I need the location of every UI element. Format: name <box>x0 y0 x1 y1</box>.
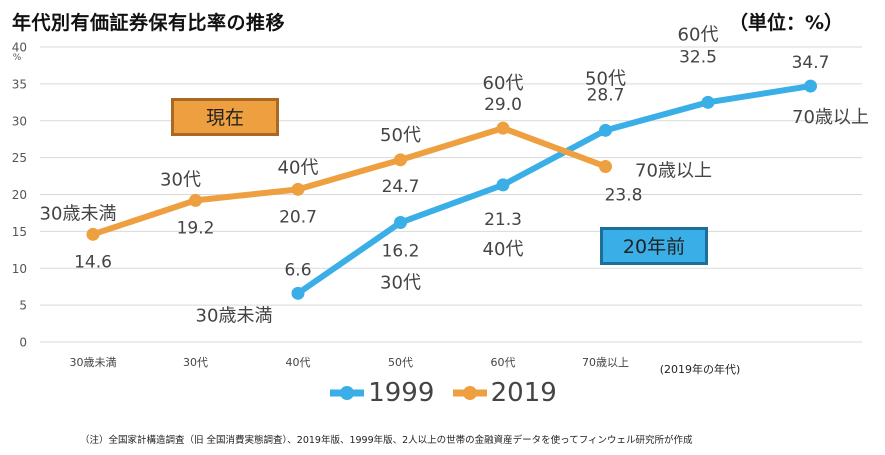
y-tick-label: 15 <box>12 225 27 239</box>
y-tick-label: 10 <box>12 262 27 276</box>
data-point-1999-2 <box>496 178 510 192</box>
callout-1999 <box>603 230 705 262</box>
y-tick-label: 5 <box>19 299 27 313</box>
data-point-2019-5 <box>599 159 612 173</box>
x-tick-label-2: 40代 <box>286 356 311 369</box>
data-label-2019-0: 14.6 <box>74 252 112 272</box>
age-label-2019-5: 70歳以上 <box>635 160 712 181</box>
age-label-1999-1: 30代 <box>380 273 421 294</box>
x-tick-label-3: 50代 <box>388 356 413 369</box>
data-point-1999-3 <box>599 123 612 137</box>
data-point-2019-3 <box>394 153 407 167</box>
callout-2019 <box>174 101 276 133</box>
data-label-2019-1: 19.2 <box>177 218 215 238</box>
data-label-1999-2: 21.3 <box>484 210 522 230</box>
data-label-1999-4: 32.5 <box>679 47 717 67</box>
data-label-2019-3: 24.7 <box>382 177 420 197</box>
data-point-1999-5 <box>804 79 817 93</box>
unit-label: （単位：%） <box>728 12 843 34</box>
source-note: （注）全国家計構造調査（旧 全国消費実態調査）、2019年版、1999年版、2人… <box>80 435 693 446</box>
data-point-1999-4 <box>701 95 715 109</box>
data-label-1999-1: 16.2 <box>382 242 420 262</box>
data-point-2019-1 <box>189 193 202 207</box>
age-label-2019-3: 50代 <box>380 125 421 146</box>
x-axis-label: (2019年の年代) <box>660 362 741 376</box>
data-label-2019-5: 23.8 <box>605 185 643 205</box>
age-label-2019-4: 60代 <box>483 73 524 94</box>
y-tick-label: 0 <box>19 336 27 350</box>
y-tick-label: 20 <box>12 188 27 202</box>
series-line-2019 <box>90 125 609 238</box>
data-label-2019-4: 29.0 <box>484 95 522 115</box>
data-label-1999-5: 34.7 <box>792 53 830 73</box>
data-point-2019-0 <box>86 227 100 241</box>
legend-label-1999: 1999 <box>368 378 435 408</box>
y-tick-label: 35 <box>12 77 27 91</box>
x-tick-label-1: 30代 <box>183 356 208 369</box>
data-label-1999-0: 6.6 <box>284 260 311 280</box>
legend-marker-2019 <box>452 386 487 400</box>
chart-title: 年代別有価証券保有比率の推移 <box>12 12 286 34</box>
data-label-1999-3: 28.7 <box>587 85 625 105</box>
age-label-2019-2: 40代 <box>278 157 319 178</box>
y-tick-label: 25 <box>12 151 27 165</box>
age-label-2019-0: 30歳未満 <box>40 203 117 224</box>
x-tick-label-4: 60代 <box>491 356 516 369</box>
legend-item-2019: 2019 <box>451 378 557 408</box>
y-axis-unit: % <box>13 53 22 63</box>
y-tick-label: 30 <box>12 114 27 128</box>
legend: 1999 2019 <box>0 378 885 410</box>
series-line-1999 <box>295 83 814 297</box>
data-point-2019-2 <box>291 182 305 196</box>
data-point-1999-0 <box>291 286 305 300</box>
age-label-2019-1: 30代 <box>160 169 201 190</box>
x-tick-label-5: 70歳以上 <box>582 356 629 369</box>
age-label-1999-4: 60代 <box>678 24 719 45</box>
legend-item-1999: 1999 <box>328 378 434 408</box>
y-tick-label: 40 <box>12 41 27 55</box>
callout-2019-label: 現在 <box>206 107 244 129</box>
age-label-1999-0: 30歳未満 <box>196 305 273 326</box>
data-label-2019-2: 20.7 <box>279 207 317 227</box>
age-label-1999-3: 50代 <box>585 68 626 89</box>
data-point-2019-4 <box>496 121 510 135</box>
callout-1999-label: 20年前 <box>623 236 685 258</box>
legend-marker-1999 <box>330 386 365 400</box>
legend-label-2019: 2019 <box>490 378 557 408</box>
age-label-1999-2: 40代 <box>483 239 524 260</box>
data-point-1999-1 <box>394 216 407 230</box>
age-label-1999-5: 70歳以上 <box>792 107 869 128</box>
x-tick-label-0: 30歳未満 <box>70 356 117 369</box>
